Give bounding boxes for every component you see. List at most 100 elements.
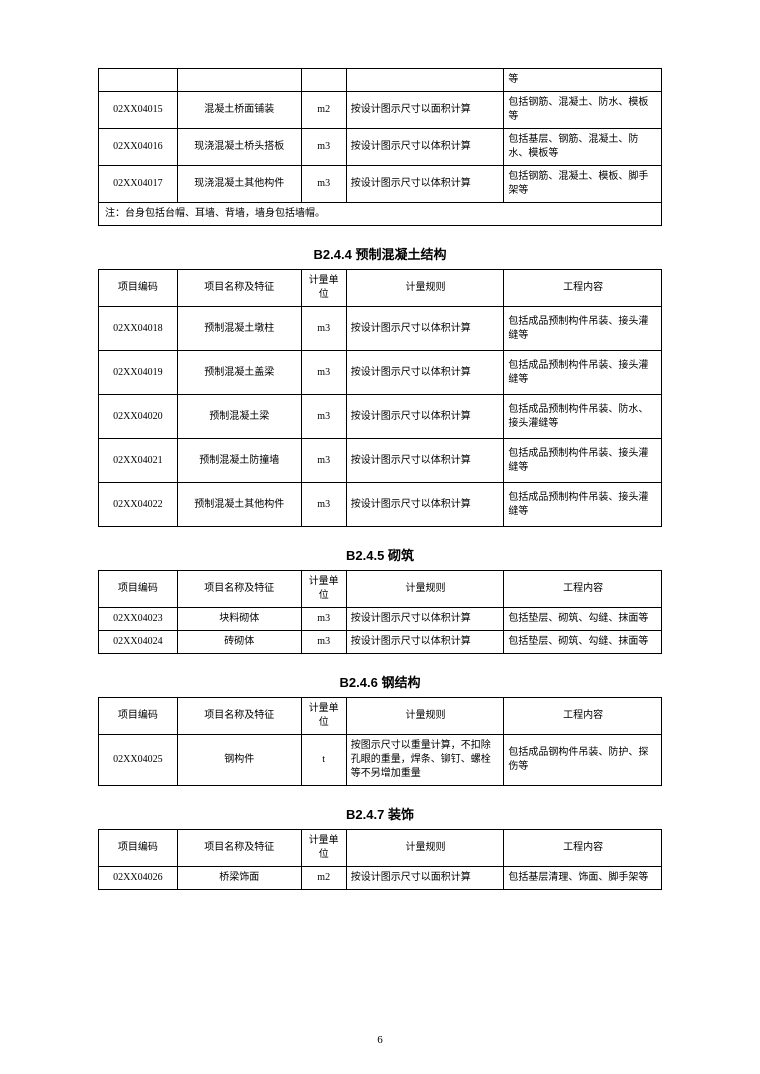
header-rule: 计量规则 [346, 571, 504, 608]
cell-rule: 按设计图示尺寸以体积计算 [346, 608, 504, 631]
cell-name [177, 69, 301, 92]
table-row: 02XX04020 预制混凝土梁 m3 按设计图示尺寸以体积计算 包括成品预制构… [99, 395, 662, 439]
cell-unit: m3 [301, 631, 346, 654]
table-row: 02XX04018 预制混凝土墩柱 m3 按设计图示尺寸以体积计算 包括成品预制… [99, 307, 662, 351]
cell-code: 02XX04026 [99, 867, 178, 890]
cell-code: 02XX04019 [99, 351, 178, 395]
table-row: 02XX04022 预制混凝土其他构件 m3 按设计图示尺寸以体积计算 包括成品… [99, 483, 662, 527]
header-name: 项目名称及特征 [177, 698, 301, 735]
cell-content: 包括成品预制构件吊装、接头灌缝等 [504, 439, 662, 483]
header-name: 项目名称及特征 [177, 571, 301, 608]
header-content: 工程内容 [504, 830, 662, 867]
cell-rule: 按设计图示尺寸以体积计算 [346, 166, 504, 203]
cell-rule [346, 69, 504, 92]
cell-name: 现浇混凝土桥头搭板 [177, 129, 301, 166]
table-header-row: 项目编码 项目名称及特征 计量单位 计量规则 工程内容 [99, 571, 662, 608]
cell-unit: m2 [301, 92, 346, 129]
cell-code: 02XX04017 [99, 166, 178, 203]
cell-name: 桥梁饰面 [177, 867, 301, 890]
cell-name: 块料砌体 [177, 608, 301, 631]
cell-code: 02XX04021 [99, 439, 178, 483]
header-code: 项目编码 [99, 571, 178, 608]
cell-name: 混凝土桥面铺装 [177, 92, 301, 129]
cell-name: 钢构件 [177, 735, 301, 786]
cell-name: 砖砌体 [177, 631, 301, 654]
cell-rule: 按设计图示尺寸以体积计算 [346, 395, 504, 439]
table-top-continuation: 等 02XX04015 混凝土桥面铺装 m2 按设计图示尺寸以面积计算 包括钢筋… [98, 68, 662, 226]
header-rule: 计量规则 [346, 270, 504, 307]
table-row: 02XX04019 预制混凝土盖梁 m3 按设计图示尺寸以体积计算 包括成品预制… [99, 351, 662, 395]
cell-unit [301, 69, 346, 92]
cell-unit: m3 [301, 129, 346, 166]
cell-code: 02XX04018 [99, 307, 178, 351]
cell-rule: 按图示尺寸以重量计算，不扣除孔眼的重量，焊条、铆钉、螺栓等不另增加重量 [346, 735, 504, 786]
cell-unit: m3 [301, 307, 346, 351]
cell-rule: 按设计图示尺寸以面积计算 [346, 92, 504, 129]
header-code: 项目编码 [99, 698, 178, 735]
header-name: 项目名称及特征 [177, 270, 301, 307]
cell-content: 包括钢筋、混凝土、防水、模板等 [504, 92, 662, 129]
cell-content: 包括基层清理、饰面、脚手架等 [504, 867, 662, 890]
header-code: 项目编码 [99, 830, 178, 867]
cell-rule: 按设计图示尺寸以面积计算 [346, 867, 504, 890]
cell-name: 预制混凝土其他构件 [177, 483, 301, 527]
document-page: 等 02XX04015 混凝土桥面铺装 m2 按设计图示尺寸以面积计算 包括钢筋… [0, 0, 760, 1074]
table-row: 02XX04026 桥梁饰面 m2 按设计图示尺寸以面积计算 包括基层清理、饰面… [99, 867, 662, 890]
header-content: 工程内容 [504, 571, 662, 608]
cell-name: 预制混凝土梁 [177, 395, 301, 439]
cell-content: 等 [504, 69, 662, 92]
table-245: 项目编码 项目名称及特征 计量单位 计量规则 工程内容 02XX04023 块料… [98, 570, 662, 654]
header-content: 工程内容 [504, 270, 662, 307]
page-number: 6 [0, 1034, 760, 1046]
cell-rule: 按设计图示尺寸以体积计算 [346, 483, 504, 527]
cell-unit: m2 [301, 867, 346, 890]
header-unit: 计量单位 [301, 830, 346, 867]
cell-rule: 按设计图示尺寸以体积计算 [346, 631, 504, 654]
section-title-246: B2.4.6 钢结构 [98, 672, 662, 691]
header-code: 项目编码 [99, 270, 178, 307]
header-unit: 计量单位 [301, 270, 346, 307]
cell-code: 02XX04025 [99, 735, 178, 786]
table-row: 02XX04021 预制混凝土防撞墙 m3 按设计图示尺寸以体积计算 包括成品预… [99, 439, 662, 483]
cell-code: 02XX04015 [99, 92, 178, 129]
cell-code: 02XX04016 [99, 129, 178, 166]
cell-content: 包括垫层、砌筑、勾缝、抹面等 [504, 631, 662, 654]
header-unit: 计量单位 [301, 571, 346, 608]
section-title-247: B2.4.7 装饰 [98, 804, 662, 823]
cell-unit: m3 [301, 166, 346, 203]
cell-code: 02XX04023 [99, 608, 178, 631]
table-note: 注：台身包括台帽、耳墙、背墙，墙身包括墙帽。 [99, 203, 662, 226]
cell-unit: m3 [301, 351, 346, 395]
section-title-244: B2.4.4 预制混凝土结构 [98, 244, 662, 263]
cell-content: 包括钢筋、混凝土、模板、脚手架等 [504, 166, 662, 203]
cell-unit: m3 [301, 439, 346, 483]
header-name: 项目名称及特征 [177, 830, 301, 867]
table-row: 等 [99, 69, 662, 92]
header-unit: 计量单位 [301, 698, 346, 735]
cell-rule: 按设计图示尺寸以体积计算 [346, 129, 504, 166]
cell-content: 包括垫层、砌筑、勾缝、抹面等 [504, 608, 662, 631]
cell-rule: 按设计图示尺寸以体积计算 [346, 439, 504, 483]
cell-content: 包括成品预制构件吊装、接头灌缝等 [504, 483, 662, 527]
cell-unit: t [301, 735, 346, 786]
table-row: 02XX04016 现浇混凝土桥头搭板 m3 按设计图示尺寸以体积计算 包括基层… [99, 129, 662, 166]
cell-content: 包括成品预制构件吊装、防水、接头灌缝等 [504, 395, 662, 439]
section-title-245: B2.4.5 砌筑 [98, 545, 662, 564]
cell-content: 包括基层、钢筋、混凝土、防水、模板等 [504, 129, 662, 166]
cell-code: 02XX04022 [99, 483, 178, 527]
header-content: 工程内容 [504, 698, 662, 735]
cell-unit: m3 [301, 608, 346, 631]
table-note-row: 注：台身包括台帽、耳墙、背墙，墙身包括墙帽。 [99, 203, 662, 226]
table-header-row: 项目编码 项目名称及特征 计量单位 计量规则 工程内容 [99, 830, 662, 867]
table-247: 项目编码 项目名称及特征 计量单位 计量规则 工程内容 02XX04026 桥梁… [98, 829, 662, 890]
table-246: 项目编码 项目名称及特征 计量单位 计量规则 工程内容 02XX04025 钢构… [98, 697, 662, 786]
table-row: 02XX04017 现浇混凝土其他构件 m3 按设计图示尺寸以体积计算 包括钢筋… [99, 166, 662, 203]
cell-content: 包括成品预制构件吊装、接头灌缝等 [504, 351, 662, 395]
cell-code [99, 69, 178, 92]
header-rule: 计量规则 [346, 698, 504, 735]
table-header-row: 项目编码 项目名称及特征 计量单位 计量规则 工程内容 [99, 698, 662, 735]
cell-code: 02XX04020 [99, 395, 178, 439]
cell-rule: 按设计图示尺寸以体积计算 [346, 351, 504, 395]
header-rule: 计量规则 [346, 830, 504, 867]
cell-unit: m3 [301, 483, 346, 527]
